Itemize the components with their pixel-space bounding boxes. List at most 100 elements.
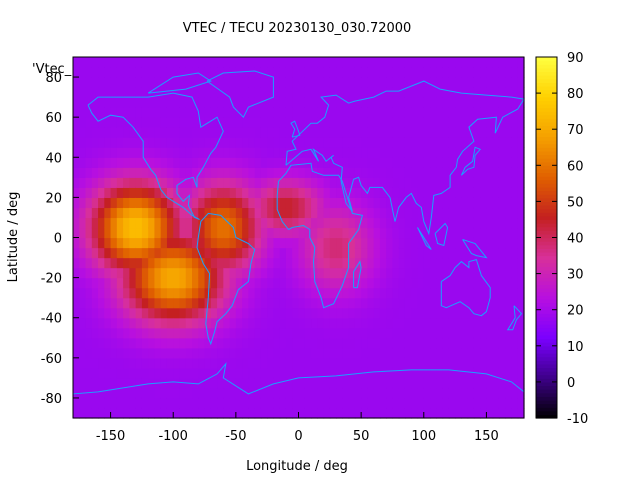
heat-cell (473, 407, 481, 419)
heat-cell (123, 77, 130, 88)
heat-cell (317, 397, 325, 409)
heat-cell (442, 237, 450, 249)
heat-cell (398, 127, 406, 138)
heat-cell (141, 97, 149, 108)
heat-cell (154, 137, 162, 148)
heat-cell (436, 397, 444, 409)
heat-cell (367, 177, 375, 188)
heat-cell (404, 137, 412, 148)
heat-cell (135, 127, 143, 138)
heat-cell (123, 87, 130, 98)
heat-cell (135, 277, 143, 289)
heat-cell (467, 87, 475, 98)
heat-cell (148, 57, 156, 68)
heat-cell (348, 177, 356, 188)
heat-cell (198, 277, 206, 289)
heat-cell (135, 337, 143, 349)
heat-cell (317, 227, 325, 239)
heat-cell (498, 367, 506, 379)
heat-cell (242, 257, 249, 269)
heat-cell (298, 137, 306, 148)
colorbar-band (536, 201, 557, 206)
heat-cell (73, 77, 80, 88)
heat-cell (498, 197, 506, 209)
heat-cell (185, 117, 193, 128)
heat-cell (173, 87, 181, 98)
heat-cell (192, 387, 199, 399)
heat-cell (317, 217, 325, 229)
heat-cell (192, 327, 199, 339)
heat-cell (248, 327, 256, 339)
heat-cell (104, 277, 112, 289)
heat-cell (404, 57, 412, 68)
heat-cell (342, 167, 350, 178)
heat-cell (511, 77, 519, 88)
heat-cell (173, 287, 181, 299)
heat-cell (223, 177, 231, 188)
heat-cell (204, 317, 212, 329)
heat-cell (436, 287, 444, 299)
heat-cell (379, 327, 387, 339)
heat-cell (367, 307, 375, 319)
heat-cell (304, 77, 312, 88)
heat-cell (492, 147, 500, 158)
heat-cell (498, 217, 506, 229)
heat-cell (498, 67, 506, 78)
heat-cell (98, 237, 105, 249)
heat-cell (292, 307, 300, 319)
heat-cell (486, 217, 494, 229)
heat-cell (317, 407, 325, 419)
heat-cell (430, 157, 437, 168)
heat-cell (386, 267, 394, 279)
heat-cell (323, 347, 331, 359)
heat-cell (110, 127, 118, 138)
heat-cell (248, 127, 256, 138)
heat-cell (398, 357, 406, 369)
heat-cell (110, 137, 118, 148)
heat-cell (192, 237, 199, 249)
colorbar-band (536, 327, 557, 332)
heat-cell (404, 77, 412, 88)
heat-cell (210, 197, 218, 209)
heat-cell (79, 337, 87, 349)
heat-cell (141, 147, 149, 158)
heat-cell (473, 137, 481, 148)
colorbar-band (536, 385, 557, 390)
heat-cell (361, 117, 369, 128)
heat-cell (367, 127, 375, 138)
heat-cell (185, 137, 193, 148)
heat-cell (91, 127, 99, 138)
heat-cell (517, 317, 525, 329)
heat-cell (392, 227, 400, 239)
heat-cell (505, 77, 513, 88)
heat-cell (411, 197, 419, 209)
heat-cell (204, 167, 212, 178)
heat-cell (373, 337, 381, 349)
heat-cell (329, 227, 337, 239)
heat-cell (498, 187, 506, 198)
heat-cell (292, 107, 300, 118)
heat-cell (210, 127, 218, 138)
heat-cell (267, 267, 275, 279)
heat-cell (379, 77, 387, 88)
heat-cell (217, 187, 224, 198)
heat-cell (185, 327, 193, 339)
heat-cell (79, 237, 87, 249)
heat-cell (448, 277, 456, 289)
heat-cell (217, 347, 224, 359)
heat-cell (254, 387, 262, 399)
heat-cell (311, 337, 318, 349)
heat-cell (486, 77, 494, 88)
heat-cell (304, 227, 312, 239)
heat-cell (436, 327, 444, 339)
heat-cell (304, 407, 312, 419)
heat-cell (242, 407, 249, 419)
colorbar-band (536, 100, 557, 105)
heat-cell (492, 107, 500, 118)
heat-cell (260, 367, 268, 379)
heat-cell (342, 287, 350, 299)
heat-cell (135, 367, 143, 379)
colorbar-band (536, 273, 557, 278)
heat-cell (492, 327, 500, 339)
heat-cell (398, 147, 406, 158)
